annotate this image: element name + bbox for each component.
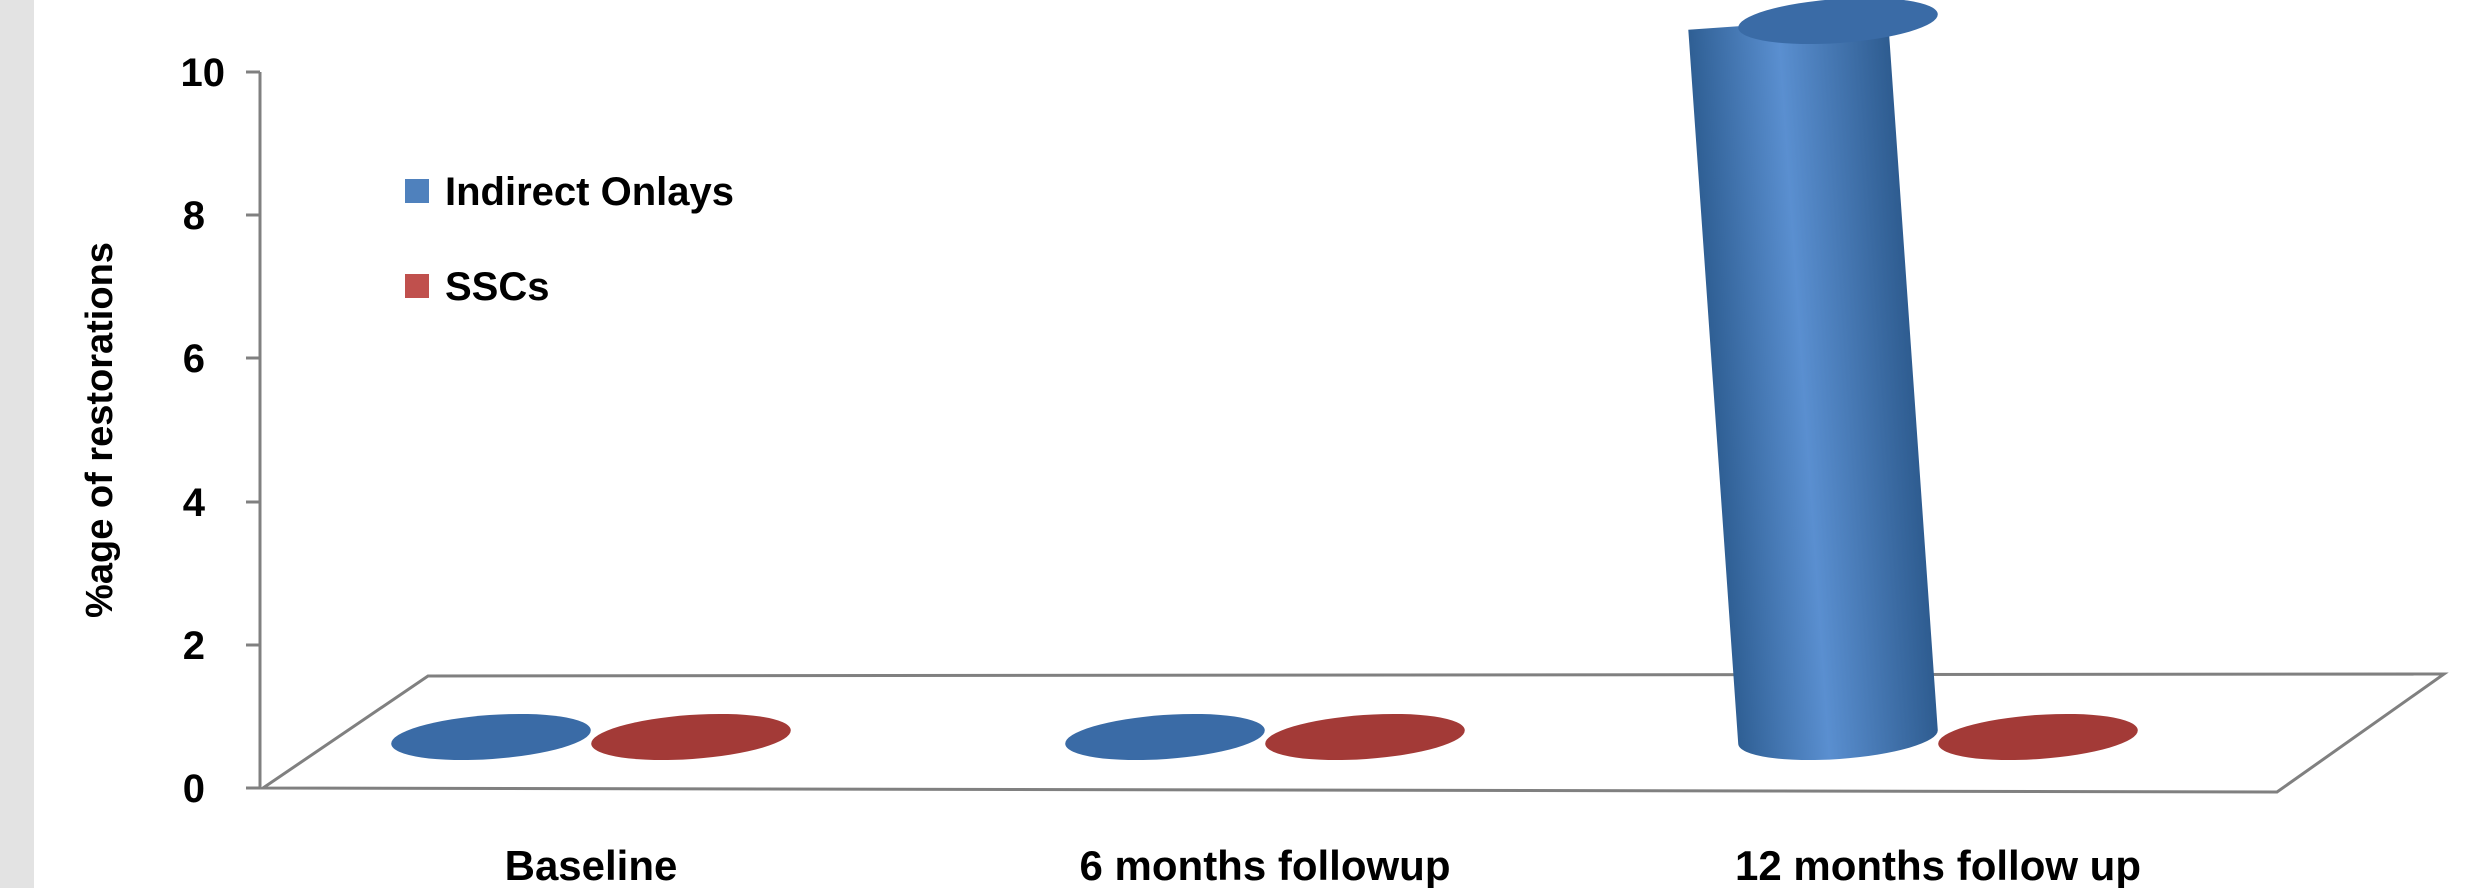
x-category-label: Baseline — [505, 842, 678, 888]
legend-label-sscs: SSCs — [445, 265, 550, 309]
bar-indirect-onlays-0 — [391, 713, 591, 761]
left-margin-strip — [0, 0, 34, 888]
y-tick-label: 2 — [183, 624, 205, 668]
legend-swatch-sscs — [405, 274, 429, 298]
x-category-labels: Baseline 6 months followup 12 months fol… — [505, 842, 2141, 888]
y-tick-label: 0 — [183, 767, 205, 811]
floor-plane — [258, 672, 2449, 794]
y-tick-labels: 10 8 6 4 2 0 — [181, 51, 226, 811]
y-ticks — [246, 70, 260, 790]
bars-group — [391, 0, 2138, 761]
y-tick-label: 6 — [183, 337, 205, 381]
bar-indirect-onlays-1 — [1065, 713, 1265, 761]
legend: Indirect Onlays SSCs — [405, 170, 734, 309]
y-tick-label: 4 — [183, 481, 206, 525]
bar-sscs-1 — [1265, 713, 1465, 761]
legend-label-indirect-onlays: Indirect Onlays — [445, 170, 734, 214]
x-category-label: 6 months followup — [1080, 842, 1451, 888]
bar-sscs-2 — [1938, 713, 2138, 761]
y-tick-label: 10 — [181, 51, 226, 95]
bar-sscs-0 — [591, 713, 791, 761]
legend-swatch-indirect-onlays — [405, 179, 429, 203]
x-category-label: 12 months follow up — [1735, 842, 2141, 888]
y-tick-label: 8 — [183, 194, 205, 238]
y-axis-title: %age of restorations — [79, 242, 121, 618]
bar-indirect-onlays-2 — [1688, 0, 1938, 761]
